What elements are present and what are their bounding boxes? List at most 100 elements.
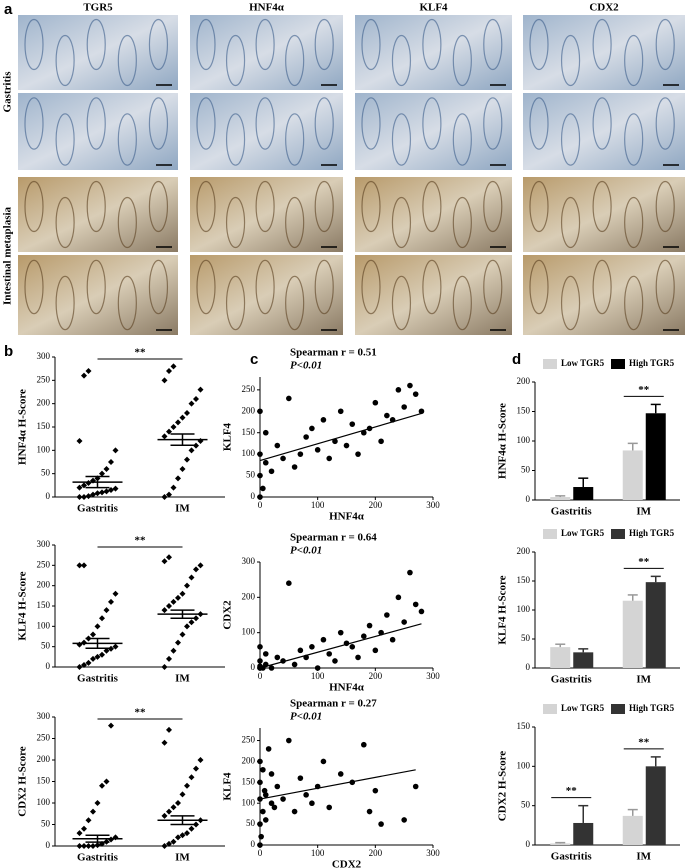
panel-label: d — [512, 351, 521, 368]
point — [412, 391, 419, 397]
gland — [624, 196, 644, 249]
y-tick-label: 50 — [521, 633, 531, 643]
dot — [179, 466, 186, 472]
point — [286, 395, 292, 402]
dot — [161, 843, 168, 849]
gland — [592, 259, 612, 315]
y-axis-label: KLF4 H-Score — [497, 575, 509, 644]
point — [384, 412, 390, 419]
legend-label: High TGR5 — [629, 528, 675, 538]
x-tick-label: IM — [636, 506, 651, 518]
y-tick-label: 100 — [242, 448, 256, 458]
point — [337, 408, 344, 415]
column-header: KLF4 — [419, 2, 448, 14]
x-tick-label: 200 — [369, 848, 383, 858]
dot — [193, 821, 199, 828]
point — [349, 644, 356, 650]
dot — [161, 739, 168, 746]
trend-line — [259, 769, 416, 800]
stat-annotation: Spearman r = 0.64 — [290, 532, 377, 544]
trend-line — [259, 412, 422, 462]
dot — [76, 664, 83, 670]
point — [257, 842, 263, 848]
y-tick-label: 200 — [517, 376, 531, 386]
legend-swatch — [611, 704, 625, 714]
x-tick-label: 200 — [369, 671, 383, 681]
dot — [166, 655, 172, 662]
x-tick-label: 100 — [311, 500, 325, 510]
micrograph — [523, 255, 685, 335]
gland — [24, 259, 44, 315]
gland — [117, 196, 137, 249]
dot — [175, 419, 181, 426]
dot — [166, 808, 172, 815]
dot — [90, 631, 96, 638]
y-tick-label: 50 — [41, 819, 51, 829]
dot — [179, 631, 186, 638]
dot — [90, 655, 96, 662]
dot — [193, 566, 199, 573]
dot — [108, 722, 114, 729]
row-label: Intestinal metaplasia — [2, 206, 14, 305]
y-tick-label: 300 — [37, 711, 51, 721]
dot — [99, 651, 105, 658]
dot — [166, 428, 172, 435]
dot — [188, 825, 195, 832]
dot — [76, 843, 83, 849]
point — [320, 417, 327, 423]
x-tick-label: 100 — [311, 848, 325, 858]
gland — [55, 275, 75, 331]
dot — [81, 562, 87, 569]
legend-swatch — [543, 529, 557, 539]
dot — [103, 778, 110, 785]
gland — [196, 97, 216, 150]
gland — [225, 275, 246, 331]
panel-label: a — [4, 1, 13, 18]
significance: ** — [638, 736, 650, 748]
point — [418, 408, 425, 415]
gland — [117, 113, 137, 166]
gland — [655, 97, 675, 150]
dot — [179, 832, 186, 839]
gland — [452, 275, 472, 331]
dot — [184, 623, 190, 630]
y-tick-label: 250 — [37, 733, 51, 743]
point — [297, 451, 304, 457]
gland — [361, 180, 381, 233]
y-tick-label: 200 — [37, 398, 51, 408]
y-tick-label: 150 — [37, 421, 51, 431]
y-tick-label: 100 — [37, 444, 51, 454]
point — [262, 792, 269, 798]
x-tick-label: Gastritis — [551, 674, 593, 686]
dot — [90, 843, 96, 849]
y-tick-label: 0 — [46, 840, 51, 850]
point — [309, 800, 315, 807]
gland — [225, 113, 246, 166]
point — [407, 382, 413, 389]
point — [303, 792, 309, 798]
dot — [94, 653, 101, 660]
point — [280, 455, 286, 462]
stat-annotation: P<0.01 — [290, 711, 322, 723]
micrograph — [355, 255, 512, 335]
legend-swatch — [543, 704, 557, 714]
dot — [94, 490, 101, 497]
dot — [85, 659, 92, 666]
point — [274, 654, 281, 661]
point — [332, 438, 338, 445]
y-tick-label: 0 — [251, 839, 256, 849]
gland — [361, 97, 381, 150]
point — [361, 741, 367, 748]
micrograph — [190, 93, 343, 170]
x-tick-label: 300 — [426, 500, 440, 510]
y-tick-label: 200 — [37, 754, 51, 764]
gland — [24, 18, 44, 71]
dot — [170, 838, 177, 845]
point — [286, 737, 292, 744]
point — [389, 636, 396, 643]
gland — [452, 196, 472, 249]
y-tick-label: 0 — [526, 839, 531, 849]
dot — [193, 765, 199, 772]
micrograph-grid — [18, 15, 685, 335]
